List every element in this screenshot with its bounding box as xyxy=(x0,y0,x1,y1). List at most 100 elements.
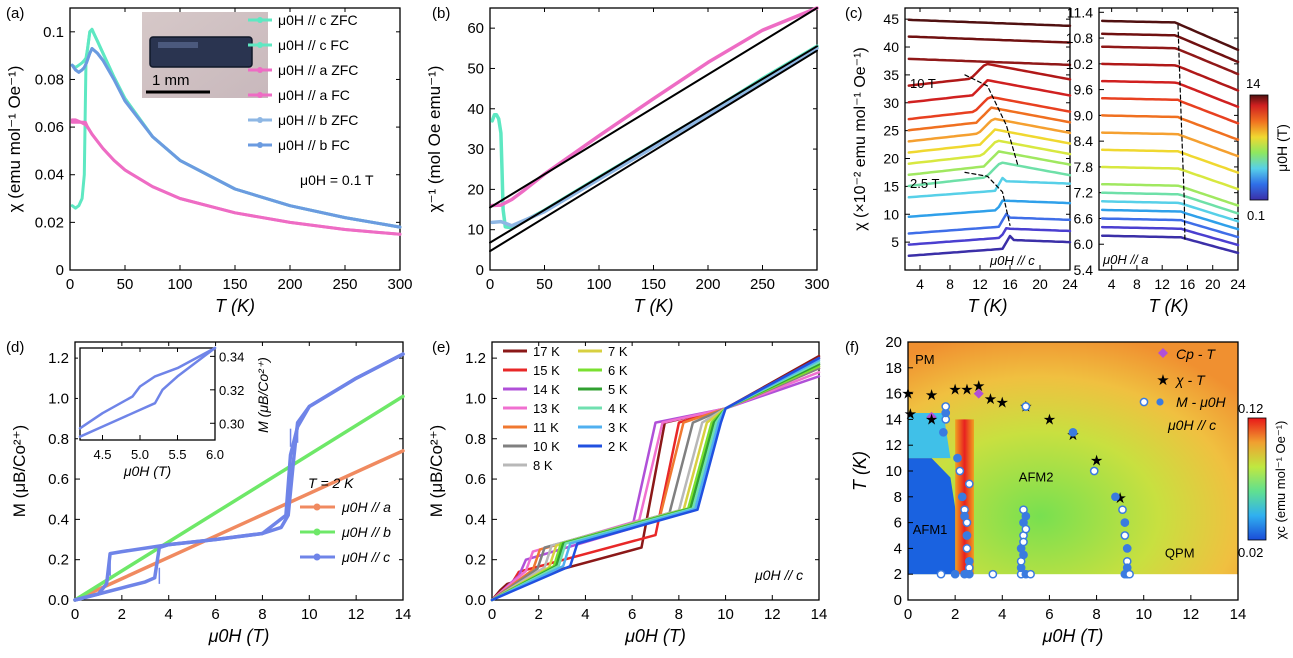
colorbar-chi-min: 0.02 xyxy=(1238,545,1263,560)
c-curve xyxy=(1100,62,1240,92)
y-tick-label: 0.4 xyxy=(465,511,486,528)
mh-point xyxy=(1120,531,1130,540)
mh-point xyxy=(1068,427,1078,437)
legend-label: μ0H // b ZFC xyxy=(278,112,358,128)
c-curve xyxy=(1100,208,1240,231)
mh-point xyxy=(1111,492,1120,502)
x-tick-label: 4 xyxy=(581,606,589,623)
y-tick-label: 6.6 xyxy=(1074,210,1094,226)
x-tick-label: 0 xyxy=(486,276,494,293)
y-tick-label: 1.0 xyxy=(48,390,69,407)
panel-label-b: (b) xyxy=(432,5,450,22)
mh-point xyxy=(1089,466,1099,476)
y-tick-label: 0.6 xyxy=(465,471,486,488)
x-tick-label: 12 xyxy=(972,276,988,292)
y-tick-label: 20 xyxy=(467,181,484,198)
legend-mh-label: M - μ0H xyxy=(1176,394,1227,410)
inset-bg xyxy=(78,346,265,478)
inset-x-label: μ0H (T) xyxy=(123,463,171,479)
legend-mh-marker-open xyxy=(1139,397,1149,407)
mh-point xyxy=(1120,518,1130,527)
series-fit-b xyxy=(489,49,818,253)
legend-label: 17 K xyxy=(533,344,560,359)
legend-mh-marker-filled xyxy=(1156,398,1164,406)
inset-inset-down xyxy=(78,346,217,430)
mh-point xyxy=(941,402,951,411)
x-tick-label: 14 xyxy=(1230,606,1247,623)
legend-marker xyxy=(257,142,263,148)
colorbar-field xyxy=(1249,94,1269,201)
series-2 K xyxy=(490,356,821,602)
legend-label: 2 K xyxy=(608,439,628,454)
x-tick-label: 4 xyxy=(916,276,924,292)
y-tick-label: 0.6 xyxy=(48,471,69,488)
x-tick-label: 4 xyxy=(998,606,1006,623)
y-tick-label: 9.0 xyxy=(1074,107,1094,123)
plot-frame xyxy=(74,341,404,601)
x-tick-label: 4.5 xyxy=(93,447,111,462)
legend-marker xyxy=(313,503,321,511)
x-tick-label: 16 xyxy=(1180,276,1196,292)
legend-label: 14 K xyxy=(533,382,560,397)
y-tick-label: 0.0 xyxy=(48,592,69,609)
x-tick-label: 10 xyxy=(301,606,318,623)
legend-label: μ0H // c FC xyxy=(278,37,349,53)
panel-a: 0 50 100 150 200 250 300 0 0.02 0.04 0.06 0.08 0.1 T … xyxy=(5,7,413,316)
field-label-2p5T: 2.5 T xyxy=(910,176,939,191)
y-tick-label: 6.0 xyxy=(1074,236,1094,252)
y-tick-label: 1.2 xyxy=(48,350,69,367)
c-curve xyxy=(1100,79,1240,109)
c-right-direction-label: μ0H // a xyxy=(1102,252,1148,267)
y-tick-label: 10 xyxy=(885,463,902,480)
chi-point: ★ xyxy=(984,391,997,408)
inset-inset-up xyxy=(78,346,217,438)
y-tick-label: 25 xyxy=(883,123,899,139)
panel-c-left: 4 8 12 16 20 24 5 10 15 20 25 30 35 40 45 T (K) χ (×10⁻²… xyxy=(852,7,1078,316)
chi-point: ★ xyxy=(925,387,938,404)
mh-point xyxy=(964,479,974,489)
x-tick-label: 300 xyxy=(387,276,412,293)
y-tick-label: 0.8 xyxy=(465,431,486,448)
legend-marker xyxy=(257,117,263,123)
mh-point xyxy=(1021,524,1031,534)
mh-point xyxy=(988,569,998,579)
panel-f: 0 2 4 6 8 10 12 14 0 2 4 6 8 10 12 14 16 18 20 μ0H (T) T (K)… xyxy=(850,334,1288,646)
mh-point xyxy=(1021,511,1031,521)
c-phase-boundary-lower xyxy=(964,171,1011,226)
y-tick-label: 20 xyxy=(885,334,902,351)
plot-frame xyxy=(79,347,216,441)
chi-point: ★ xyxy=(960,382,973,399)
c-curve xyxy=(1100,234,1240,255)
x-tick-label: 6.0 xyxy=(206,447,224,462)
c-curve xyxy=(1100,45,1240,76)
x-axis-label: μ0H (T) xyxy=(208,626,270,646)
legend-label: 10 K xyxy=(533,439,560,454)
afm1-edge xyxy=(908,412,951,459)
region-afm2: AFM2 xyxy=(1019,469,1054,484)
legend-cp-marker xyxy=(1158,348,1168,358)
c-curve xyxy=(907,212,1072,235)
x-tick-label: 250 xyxy=(332,276,357,293)
chi-point: ★ xyxy=(904,406,917,423)
chi-point: ★ xyxy=(948,382,961,399)
mh-point xyxy=(962,544,972,553)
legend-label: 13 K xyxy=(533,401,560,416)
y-tick-label: 0.06 xyxy=(35,119,64,136)
chi-point: ★ xyxy=(1090,453,1103,470)
chi-point: ★ xyxy=(925,411,938,428)
y-axis-label: T (K) xyxy=(850,451,870,491)
c-curve xyxy=(1100,32,1240,64)
cp-point xyxy=(926,411,937,422)
c-curve xyxy=(907,106,1072,132)
c-curve xyxy=(907,161,1072,188)
legend-label: 7 K xyxy=(608,344,628,359)
series-a xyxy=(490,6,819,208)
x-tick-label: 5.5 xyxy=(168,447,186,462)
y-tick-label: 0.0 xyxy=(465,592,486,609)
x-tick-label: 250 xyxy=(750,276,775,293)
c-curve xyxy=(1100,182,1240,207)
series-fit-a xyxy=(489,7,818,209)
x-tick-label: 50 xyxy=(117,276,134,293)
mh-point xyxy=(1125,569,1134,579)
y-axis-label: M (μB/Co²⁺) xyxy=(427,425,446,517)
